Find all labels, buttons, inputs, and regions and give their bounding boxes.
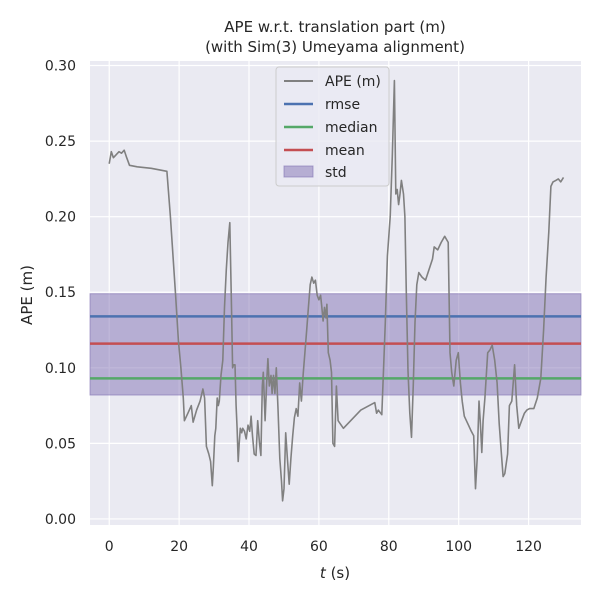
legend-label-ape: APE (m) bbox=[325, 74, 381, 90]
y-tick-label: 0.30 bbox=[45, 59, 76, 75]
x-axis-label-variable: t bbox=[320, 564, 327, 582]
chart-title: APE w.r.t. translation part (m) bbox=[224, 18, 445, 36]
legend-label-median: median bbox=[325, 120, 377, 136]
y-axis-label: APE (m) bbox=[18, 265, 36, 325]
x-tick-label: 100 bbox=[445, 539, 472, 555]
y-tick-label: 0.00 bbox=[45, 512, 76, 528]
x-tick-label: 80 bbox=[380, 539, 398, 555]
legend-frame bbox=[275, 66, 390, 187]
x-tick-label: 120 bbox=[515, 539, 542, 555]
legend: APE (m) rmse median mean std bbox=[275, 66, 390, 187]
legend-label-std: std bbox=[325, 165, 347, 181]
legend-label-rmse: rmse bbox=[325, 97, 360, 113]
x-tick-label: 20 bbox=[170, 539, 188, 555]
y-tick-label: 0.15 bbox=[45, 285, 76, 301]
legend-swatch-std bbox=[283, 165, 314, 178]
x-tick-label: 40 bbox=[240, 539, 258, 555]
chart-subtitle: (with Sim(3) Umeyama alignment) bbox=[205, 38, 465, 56]
y-tick-label: 0.20 bbox=[45, 210, 76, 226]
x-axis-label: t (s) bbox=[320, 564, 350, 582]
x-tick-label: 0 bbox=[105, 539, 114, 555]
y-tick-label: 0.05 bbox=[45, 436, 76, 452]
x-tick-labels: 0 20 40 60 80 100 120 bbox=[105, 539, 542, 555]
x-tick-label: 60 bbox=[310, 539, 328, 555]
x-axis-label-unit: (s) bbox=[326, 564, 350, 582]
ape-series-line bbox=[108, 79, 565, 502]
y-tick-labels: 0.00 0.05 0.10 0.15 0.20 0.25 0.30 bbox=[45, 59, 76, 528]
legend-label-mean: mean bbox=[325, 143, 365, 159]
y-tick-label: 0.25 bbox=[45, 134, 76, 150]
y-tick-label: 0.10 bbox=[45, 361, 76, 377]
